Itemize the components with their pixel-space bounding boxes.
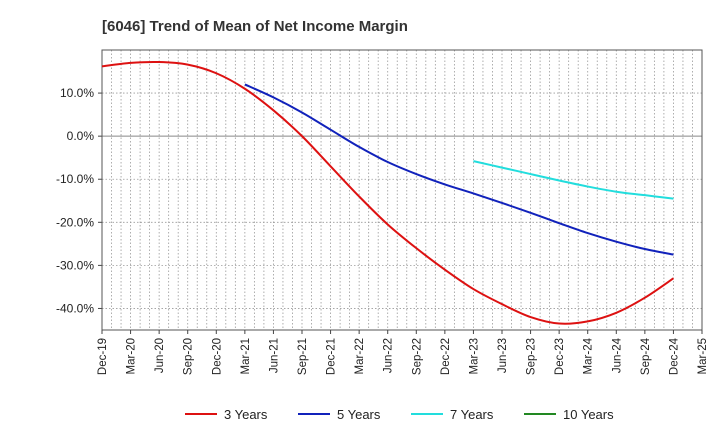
x-tick-label: Jun-22 (383, 338, 395, 373)
legend-label: 3 Years (224, 407, 268, 422)
legend-label: 5 Years (337, 407, 381, 422)
series-line-5-years (244, 83, 674, 256)
y-tick-labels: 10.0% 0.0% -10.0% -20.0% -30.0% -40.0% (56, 86, 94, 315)
plot-frame (101, 49, 703, 331)
y-tick-label: -20.0% (56, 215, 94, 229)
x-tick-label: Dec-23 (554, 338, 566, 375)
x-tick-label: Sep-22 (411, 338, 423, 375)
y-tick-label: 0.0% (67, 129, 95, 143)
x-tick-label: Sep-21 (297, 338, 309, 375)
x-tick-label: Dec-24 (668, 337, 680, 375)
x-tick-label: Sep-23 (526, 338, 538, 375)
x-tick-label: Dec-20 (211, 338, 223, 375)
y-tick-label: -40.0% (56, 301, 94, 315)
x-tick-label: Dec-21 (326, 338, 338, 375)
legend: 3 Years 5 Years 7 Years 10 Years (185, 407, 614, 422)
x-tick-label: Jun-21 (268, 338, 280, 373)
x-tick-label: Sep-20 (183, 338, 195, 375)
x-tick-label: Jun-23 (497, 338, 509, 373)
y-tick-label: -10.0% (56, 172, 94, 186)
series-line-3-years (101, 60, 674, 325)
x-tick-labels: Dec-19 Mar-20 Jun-20 Sep-20 Dec-20 Mar-21 Jun-… (97, 337, 709, 375)
x-tick-label: Jun-20 (154, 338, 166, 373)
series-line-7-years (473, 160, 674, 200)
grid (102, 50, 702, 330)
legend-label: 7 Years (450, 407, 494, 422)
y-tick-label: -30.0% (56, 258, 94, 272)
series-lines (101, 60, 674, 325)
x-tick-label: Mar-22 (354, 338, 366, 374)
x-tick-label: Mar-23 (468, 338, 480, 374)
x-tick-label: Dec-22 (440, 338, 452, 375)
legend-label: 10 Years (563, 407, 614, 422)
x-tick-label: Dec-19 (97, 338, 109, 375)
x-tick-label: Jun-24 (611, 337, 623, 373)
x-tick-label: Mar-21 (240, 338, 252, 374)
y-tick-label: 10.0% (60, 86, 94, 100)
x-tick-label: Mar-25 (697, 338, 709, 374)
x-tick-label: Mar-20 (126, 338, 138, 374)
x-tick-label: Mar-24 (583, 337, 595, 374)
axes (98, 49, 703, 334)
x-tick-label: Sep-24 (640, 337, 652, 375)
chart-title: [6046] Trend of Mean of Net Income Margi… (102, 18, 408, 35)
